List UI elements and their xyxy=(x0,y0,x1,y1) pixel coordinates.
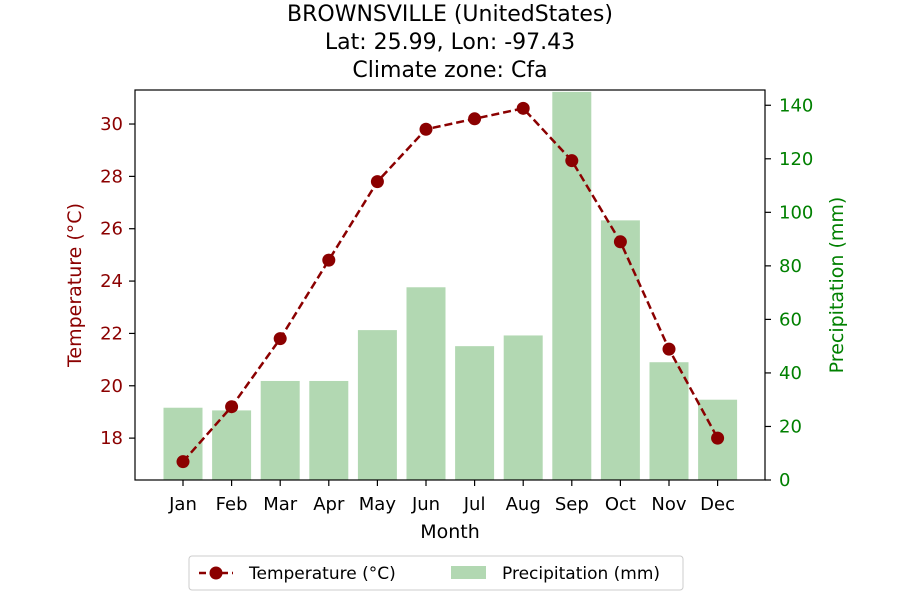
x-axis-tick-label-nov: Nov xyxy=(651,494,686,515)
chart-title: BROWNSVILLE (UnitedStates) Lat: 25.99, L… xyxy=(287,2,613,83)
temperature-line-path xyxy=(182,106,719,463)
temperature-point-dec xyxy=(711,431,725,445)
temperature-point-jun xyxy=(419,122,433,136)
title-line-coordinates: Lat: 25.99, Lon: -97.43 xyxy=(325,30,575,55)
precipitation-bar-may xyxy=(357,330,397,480)
precipitation-bars xyxy=(163,91,738,480)
legend-box xyxy=(188,555,684,591)
temperature-point-oct xyxy=(613,235,627,249)
x-axis-tick-label-may: May xyxy=(359,494,397,515)
legend-temperature-label: Temperature (°C) xyxy=(248,564,396,584)
title-line-station: BROWNSVILLE (UnitedStates) xyxy=(287,2,613,27)
right-axis-tick-label: 120 xyxy=(779,149,813,170)
x-axis-tick-label-jun: Jun xyxy=(411,494,440,515)
right-axis-tick-label: 20 xyxy=(779,416,802,437)
temperature-point-jan xyxy=(176,455,190,469)
left-axis-label: Temperature (°C) xyxy=(64,203,86,368)
temperature-point-feb xyxy=(225,400,239,414)
precipitation-bar-jun xyxy=(406,287,446,480)
temperature-point-sep xyxy=(565,154,579,168)
legend-precipitation-swatch xyxy=(451,566,486,579)
right-axis: 0 20 40 60 80 100 120 140 xyxy=(765,95,813,491)
x-axis-tick-label-jul: Jul xyxy=(463,494,486,515)
left-axis-tick-label: 24 xyxy=(100,271,123,292)
precipitation-bar-mar xyxy=(260,380,300,480)
x-axis-tick-label-mar: Mar xyxy=(263,494,298,515)
precipitation-bar-sep xyxy=(552,91,592,480)
temperature-point-may xyxy=(370,175,384,189)
precipitation-bar-jan xyxy=(163,407,203,480)
temperature-point-mar xyxy=(273,332,287,346)
title-line-climate-zone: Climate zone: Cfa xyxy=(352,58,547,83)
legend: Temperature (°C) Precipitation (mm) xyxy=(188,555,684,591)
x-axis-tick-label-dec: Dec xyxy=(700,494,735,515)
right-axis-tick-label: 0 xyxy=(779,470,790,491)
x-axis-label: Month xyxy=(420,521,480,543)
precipitation-bar-jul xyxy=(455,346,495,480)
left-axis-tick-label: 22 xyxy=(100,323,123,344)
legend-temperature-swatch-marker xyxy=(209,566,223,580)
right-axis-tick-label: 140 xyxy=(779,95,813,116)
x-axis-tick-label-feb: Feb xyxy=(216,494,248,515)
x-axis-tick-label-aug: Aug xyxy=(506,494,541,515)
precipitation-bar-aug xyxy=(503,335,543,480)
left-axis-tick-label: 30 xyxy=(100,114,123,135)
left-axis-tick-label: 28 xyxy=(100,166,123,187)
temperature-point-aug xyxy=(516,101,530,115)
precipitation-bar-apr xyxy=(309,380,349,480)
temperature-point-apr xyxy=(322,253,336,267)
left-axis-tick-label: 20 xyxy=(100,376,123,397)
x-axis-tick-label-sep: Sep xyxy=(555,494,589,515)
right-axis-label: Precipitation (mm) xyxy=(826,197,848,374)
temperature-line xyxy=(176,101,725,469)
left-axis-tick-label: 26 xyxy=(100,219,123,240)
precipitation-bar-nov xyxy=(649,362,689,480)
x-axis-tick-label-jan: Jan xyxy=(168,494,197,515)
precipitation-bar-oct xyxy=(600,220,640,480)
plot-frame xyxy=(134,89,766,481)
right-axis-tick-label: 60 xyxy=(779,309,802,330)
right-axis-tick-label: 40 xyxy=(779,363,802,384)
x-axis-tick-label-apr: Apr xyxy=(313,494,345,515)
right-axis-tick-label: 80 xyxy=(779,256,802,277)
temperature-point-nov xyxy=(662,342,676,356)
x-axis: Jan Feb Mar Apr May Jun Jul Aug Sep Oct Nov Dec xyxy=(168,480,735,515)
legend-precipitation-label: Precipitation (mm) xyxy=(502,564,660,584)
left-axis: 18 20 22 24 26 28 30 xyxy=(100,114,135,449)
right-axis-tick-label: 100 xyxy=(779,202,813,223)
temperature-point-jul xyxy=(468,112,482,126)
x-axis-tick-label-oct: Oct xyxy=(605,494,636,515)
left-axis-tick-label: 18 xyxy=(100,428,123,449)
